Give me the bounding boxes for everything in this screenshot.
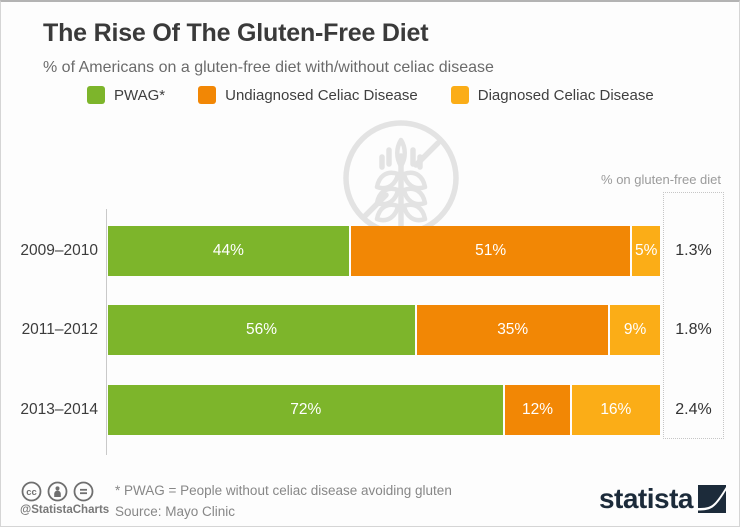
bar-segment-pwag: 44% bbox=[108, 226, 351, 276]
bar-segment-diagnosed: 16% bbox=[571, 385, 660, 435]
statista-charts-handle: @StatistaCharts bbox=[20, 504, 110, 516]
segment-value-label: 51% bbox=[475, 242, 507, 259]
segment-value-label: 5% bbox=[634, 242, 658, 259]
bar-row-2011-2012: 2011–2012 56% 35% 9% 1.8% bbox=[1, 305, 739, 355]
legend-label: Undiagnosed Celiac Disease bbox=[225, 86, 418, 104]
category-label: 2013–2014 bbox=[20, 401, 98, 418]
source-credit: Source: Mayo Clinic bbox=[115, 504, 236, 519]
page-subtitle: % of Americans on a gluten-free diet wit… bbox=[43, 59, 494, 76]
segment-value-label: 56% bbox=[246, 321, 278, 338]
page-title: The Rise Of The Gluten-Free Diet bbox=[43, 19, 429, 47]
bar-segment-undiagnosed: 35% bbox=[417, 305, 611, 355]
segment-value-label: 44% bbox=[212, 242, 244, 259]
legend-swatch-green bbox=[87, 86, 105, 104]
legend-label: Diagnosed Celiac Disease bbox=[477, 86, 654, 104]
bar-row-2013-2014: 2013–2014 72% 12% 16% 2.4% bbox=[1, 385, 739, 435]
legend-item-pwag: PWAG* bbox=[87, 86, 165, 104]
totals-column-label: % on gluten-free diet bbox=[601, 172, 721, 187]
segment-value-label: 16% bbox=[600, 401, 632, 418]
statista-logo: statista bbox=[599, 485, 726, 513]
gluten-free-wheat-icon bbox=[343, 120, 459, 236]
legend-item-diagnosed: Diagnosed Celiac Disease bbox=[450, 86, 654, 104]
statista-wordmark: statista bbox=[598, 483, 694, 514]
svg-text:cc: cc bbox=[26, 487, 37, 498]
attribution-person-icon bbox=[47, 481, 68, 502]
stacked-bar: 44% 51% 5% bbox=[108, 226, 660, 276]
segment-value-label: 35% bbox=[497, 321, 529, 338]
row-total-value: 1.3% bbox=[675, 242, 712, 259]
legend-swatch-yellow bbox=[450, 86, 469, 104]
legend-item-undiagnosed: Undiagnosed Celiac Disease bbox=[198, 86, 418, 104]
bar-segment-undiagnosed: 51% bbox=[350, 226, 633, 276]
stacked-bar: 56% 35% 9% bbox=[108, 305, 660, 355]
bar-segment-diagnosed: 5% bbox=[632, 226, 660, 276]
axis-baseline bbox=[106, 209, 107, 455]
bar-segment-undiagnosed: 12% bbox=[505, 385, 572, 435]
stacked-bar: 72% 12% 16% bbox=[108, 385, 660, 435]
license-icons: cc bbox=[21, 481, 94, 502]
segment-value-label: 9% bbox=[623, 321, 647, 338]
bar-segment-pwag: 72% bbox=[108, 385, 506, 435]
equals-icon bbox=[73, 481, 94, 502]
pwag-footnote: * PWAG = People without celiac disease a… bbox=[115, 483, 452, 498]
legend-swatch-orange bbox=[198, 86, 217, 104]
legend: PWAG* Undiagnosed Celiac Disease Diagnos… bbox=[87, 86, 687, 104]
bar-row-2009-2010: 2009–2010 44% 51% 5% 1.3% bbox=[1, 226, 739, 276]
bar-segment-pwag: 56% bbox=[108, 305, 418, 355]
segment-value-label: 12% bbox=[522, 401, 554, 418]
category-label: 2009–2010 bbox=[20, 242, 98, 259]
statista-logo-mark-icon bbox=[698, 485, 726, 513]
totals-dotted-box bbox=[663, 192, 724, 439]
row-total-value: 2.4% bbox=[675, 401, 712, 418]
category-label: 2011–2012 bbox=[21, 321, 98, 338]
segment-value-label: 72% bbox=[290, 401, 322, 418]
row-total-value: 1.8% bbox=[675, 321, 712, 338]
legend-label: PWAG* bbox=[114, 86, 166, 104]
cc-icon: cc bbox=[21, 481, 42, 502]
bar-segment-diagnosed: 9% bbox=[610, 305, 660, 355]
